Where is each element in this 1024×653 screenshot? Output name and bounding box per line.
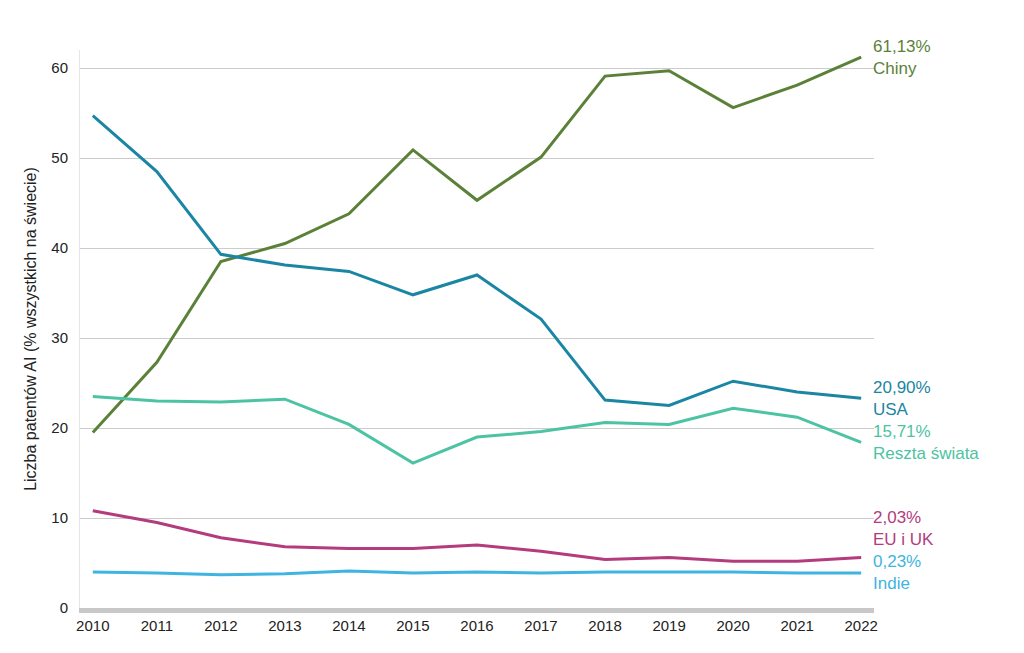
svg-text:20: 20	[51, 419, 68, 436]
svg-text:40: 40	[51, 239, 68, 256]
svg-text:2018: 2018	[588, 617, 621, 634]
svg-text:2020: 2020	[716, 617, 749, 634]
svg-text:15,71%Reszta świata: 15,71%Reszta świata	[873, 422, 979, 463]
svg-text:0: 0	[60, 599, 68, 616]
svg-text:10: 10	[51, 509, 68, 526]
svg-text:60: 60	[51, 59, 68, 76]
svg-text:2017: 2017	[524, 617, 557, 634]
svg-text:2016: 2016	[460, 617, 493, 634]
svg-text:2014: 2014	[332, 617, 365, 634]
svg-text:30: 30	[51, 329, 68, 346]
svg-text:2013: 2013	[268, 617, 301, 634]
svg-text:2011: 2011	[141, 617, 173, 634]
svg-text:2010: 2010	[76, 617, 109, 634]
svg-text:2012: 2012	[204, 617, 237, 634]
svg-text:2019: 2019	[652, 617, 685, 634]
svg-text:61,13%Chiny: 61,13%Chiny	[873, 37, 931, 78]
svg-text:2,03%EU i UK: 2,03%EU i UK	[873, 508, 934, 549]
svg-text:2015: 2015	[396, 617, 429, 634]
svg-text:50: 50	[51, 149, 68, 166]
svg-text:20,90%USA: 20,90%USA	[873, 378, 931, 419]
svg-text:Liczba patentów AI (% wszystki: Liczba patentów AI (% wszystkich na świe…	[22, 167, 39, 491]
svg-text:2021: 2021	[780, 617, 813, 634]
svg-text:2022: 2022	[845, 617, 878, 634]
svg-text:0,23%Indie: 0,23%Indie	[873, 552, 921, 593]
